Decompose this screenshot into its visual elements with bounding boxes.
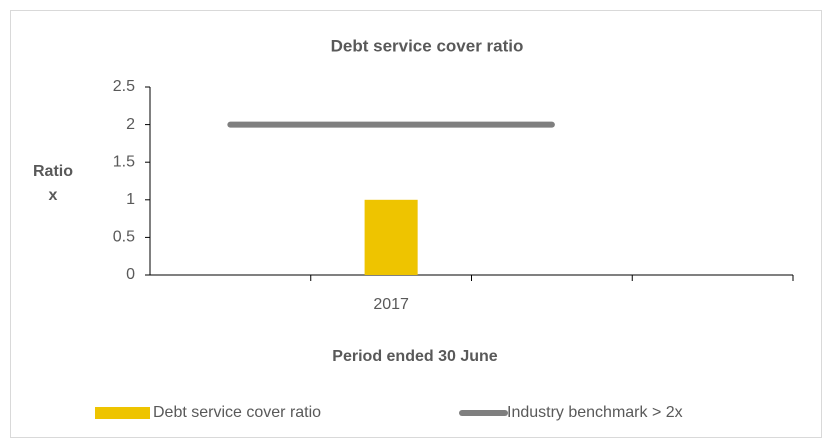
legend-label: Industry benchmark > 2x (507, 404, 683, 421)
legend-swatch (95, 407, 150, 419)
y-tick-label: 2.5 (113, 78, 135, 95)
y-tick-label: 0.5 (113, 229, 135, 246)
y-tick-label: 0 (126, 266, 135, 283)
x-tick-label: 2017 (373, 296, 409, 313)
y-tick-label: 2 (126, 116, 135, 133)
legend-label: Debt service cover ratio (153, 404, 321, 421)
bar (364, 199, 418, 275)
x-axis-label: Period ended 30 June (332, 348, 497, 365)
y-tick-label: 1.5 (113, 153, 135, 170)
y-axis-label: Ratio x (33, 163, 73, 204)
chart-title: Debt service cover ratio (331, 36, 524, 55)
y-tick-label: 1 (126, 191, 135, 208)
